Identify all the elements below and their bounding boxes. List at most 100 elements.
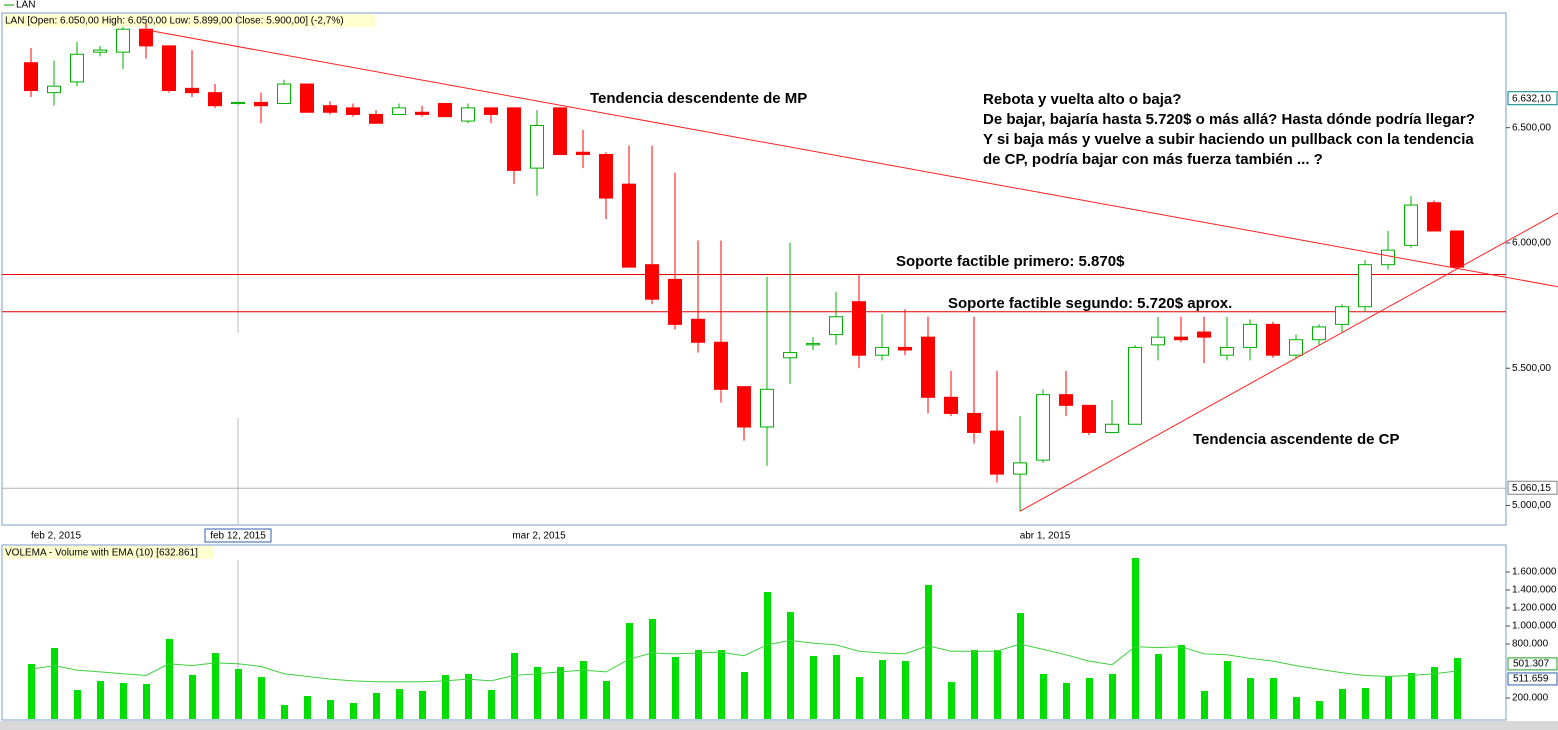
y-tick-label: 6.500,00 (1512, 122, 1551, 133)
volume-bar (1270, 678, 1277, 719)
candle-body (208, 92, 222, 107)
candle-body (47, 85, 61, 94)
candle-body (599, 154, 613, 199)
candle-body (1381, 249, 1395, 266)
candle-body (162, 45, 176, 92)
volume-bar (1201, 690, 1208, 719)
price-marker-box (1507, 91, 1558, 106)
candle-body (70, 53, 84, 83)
volume-bar (925, 584, 932, 719)
volume-bar (787, 611, 794, 719)
candle-body (1197, 331, 1211, 338)
volume-bar (603, 680, 610, 719)
candle-body (507, 107, 521, 171)
volume-bar (1247, 678, 1254, 719)
status-strip (0, 721, 1558, 730)
volume-bar (741, 671, 748, 719)
y-tick-label: 800.000 (1512, 639, 1549, 650)
marker-box (1507, 672, 1558, 686)
candle-body (737, 386, 751, 428)
candle-body (622, 183, 636, 268)
annotation: Tendencia ascendente de CP (1193, 431, 1399, 448)
candle-body (346, 107, 360, 115)
volume-bar (948, 681, 955, 719)
price-header: LAN [Open: 6.050,00 High: 6.050,00 Low: … (5, 16, 344, 27)
volume-bar (626, 623, 633, 719)
volume-bar (74, 689, 81, 719)
candle-body (415, 111, 429, 115)
candle-body (1220, 346, 1234, 356)
volume-bar (120, 682, 127, 719)
volume-bar (1155, 653, 1162, 719)
volume-bar (1431, 667, 1438, 719)
volume-bar (281, 705, 288, 719)
y-tick-label: 1.400.000 (1512, 585, 1557, 596)
y-tick-label: 200.000 (1512, 693, 1549, 704)
y-tick-label: 5.500,00 (1512, 363, 1551, 374)
x-tick-label: mar 2, 2015 (512, 531, 566, 542)
volume-bar (695, 650, 702, 719)
price-marker-box (1507, 480, 1558, 495)
candle-body (645, 264, 659, 300)
candle-body (944, 396, 958, 414)
candle-body (829, 316, 843, 336)
annotation: de CP, podría bajar con más fuerza tambi… (983, 151, 1323, 168)
candle-body (24, 62, 38, 92)
candle-body (1174, 336, 1188, 341)
volume-bar (465, 673, 472, 719)
volume-bar (879, 660, 886, 719)
marker-label: 511.659 (1513, 674, 1549, 685)
y-tick-label: 1.000.000 (1512, 621, 1557, 632)
candle-body (139, 28, 153, 47)
annotation: De bajar, bajaría hasta 5.720$ o más all… (983, 111, 1475, 128)
candle-body (231, 101, 245, 105)
volume-bar (442, 674, 449, 719)
volume-bar (1362, 688, 1369, 719)
candle-body (484, 107, 498, 115)
volume-bar (557, 667, 564, 719)
header-box (3, 546, 213, 559)
header-box (3, 14, 375, 27)
price-marker-label: 5.060,15 (1512, 483, 1551, 494)
price-marker-label: 6.632,10 (1512, 93, 1551, 104)
candle-body (461, 107, 475, 122)
candle-body (1312, 326, 1326, 341)
date-highlight (204, 528, 272, 543)
annotation: Tendencia descendente de MP (590, 90, 807, 107)
volume-bar (718, 650, 725, 719)
volume-bar (1339, 689, 1346, 719)
volume-bar (810, 655, 817, 719)
candle-body (1036, 394, 1050, 461)
candle-body (576, 151, 590, 156)
candle-body (185, 87, 199, 94)
volume-bar (488, 689, 495, 719)
volume-bar (1017, 613, 1024, 719)
candle-body (93, 49, 107, 53)
candle-body (438, 103, 452, 118)
candle-body (1151, 336, 1165, 346)
candle-body (852, 301, 866, 356)
volume-bar (304, 696, 311, 719)
volume-bar (672, 656, 679, 719)
x-tick-label: abr 1, 2015 (1020, 531, 1071, 542)
candle-body (1013, 462, 1027, 475)
candle-body (1105, 423, 1119, 433)
candle-body (254, 101, 268, 107)
volume-bar (511, 653, 518, 719)
annotation: Y si baja más y vuelve a subir haciendo … (983, 131, 1474, 148)
volume-bar (971, 650, 978, 719)
volume-bar (1224, 661, 1231, 719)
marker-box (1507, 657, 1558, 671)
candle-body (783, 352, 797, 359)
candle-body (691, 318, 705, 343)
volume-bar (51, 647, 58, 719)
candle-body (875, 346, 889, 356)
candle-body (369, 113, 383, 124)
volume-bar (258, 677, 265, 719)
volume-bar (419, 690, 426, 719)
candle-body (1266, 323, 1280, 356)
volume-bar (1454, 658, 1461, 719)
legend-name: LAN (16, 0, 35, 11)
candle-body (1243, 323, 1257, 348)
volume-bar (189, 674, 196, 719)
